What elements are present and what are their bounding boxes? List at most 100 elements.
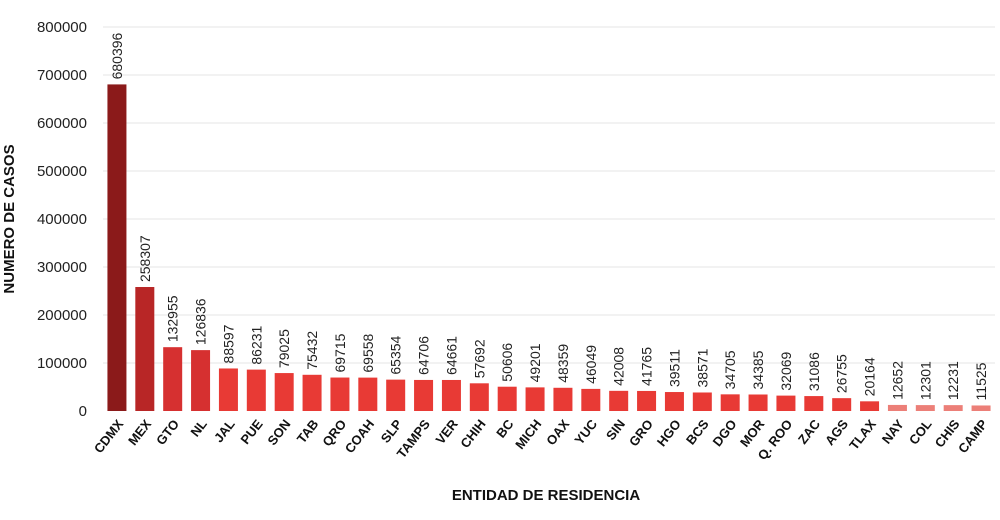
- x-tick-label: MEX: [125, 416, 154, 448]
- bar-hgo: [664, 392, 684, 411]
- value-label: 79025: [276, 329, 292, 368]
- value-label: 26755: [834, 354, 850, 393]
- y-tick-label: 0: [79, 403, 87, 420]
- x-tick-label: CAMP: [955, 416, 991, 456]
- bar-qro: [330, 377, 350, 411]
- x-tick-label: HGO: [654, 417, 684, 450]
- bar-mex: [135, 287, 155, 411]
- value-label: 88597: [220, 324, 236, 363]
- x-tick-label: CHIH: [457, 417, 488, 451]
- value-label: 48359: [555, 344, 571, 383]
- x-tick-label: COAH: [342, 417, 377, 456]
- value-label: 64661: [443, 336, 459, 375]
- bar-tamps: [414, 379, 434, 411]
- bar-chis: [943, 405, 963, 411]
- x-tick-label: DGO: [709, 417, 739, 450]
- x-tick-label: YUC: [571, 416, 600, 447]
- x-tick-label: JAL: [211, 417, 238, 446]
- bar-gro: [637, 390, 657, 411]
- bar-nl: [191, 350, 211, 411]
- value-label: 50606: [499, 343, 515, 382]
- x-tick-label: COL: [906, 417, 935, 448]
- bar-cdmx: [107, 84, 127, 412]
- value-label: 42008: [611, 347, 627, 386]
- bar-chih: [469, 383, 489, 411]
- x-axis-title: ENTIDAD DE RESIDENCIA: [452, 487, 641, 504]
- bar-slp: [386, 379, 406, 411]
- bar-bc: [497, 386, 517, 411]
- value-label: 12231: [945, 361, 961, 400]
- x-tick-label: ZAC: [795, 416, 824, 447]
- bar-tab: [302, 374, 322, 411]
- y-axis-title: NUMERO DE CASOS: [1, 144, 18, 293]
- bar-mor: [748, 394, 768, 411]
- bar-nay: [887, 404, 907, 411]
- bar-dgo: [720, 394, 740, 411]
- value-label: 132955: [165, 295, 181, 342]
- value-label: 69715: [332, 333, 348, 372]
- bar-q-roo: [776, 395, 796, 411]
- x-tick-label: PUE: [237, 416, 265, 447]
- value-label: 680396: [109, 32, 125, 79]
- y-tick-label: 200000: [37, 307, 87, 324]
- x-tick-label: BC: [493, 416, 517, 441]
- value-label: 65354: [388, 335, 404, 374]
- x-tick-label: SIN: [603, 417, 628, 443]
- x-tick-label: TLAX: [846, 416, 879, 452]
- x-tick-label: GRO: [626, 417, 656, 450]
- value-label: 86231: [248, 325, 264, 364]
- value-label: 39511: [666, 349, 682, 387]
- value-label: 64706: [416, 336, 432, 375]
- bar-mich: [525, 387, 545, 411]
- grid: [103, 26, 995, 364]
- bars: [107, 84, 991, 412]
- bar-yuc: [581, 388, 601, 411]
- value-label: 126836: [193, 298, 209, 345]
- bar-oax: [553, 387, 573, 411]
- y-axis-ticks: 0 100000 200000 300000 400000 500000 600000 700…: [37, 19, 87, 420]
- y-tick-label: 700000: [37, 67, 87, 84]
- value-label: 34385: [750, 350, 766, 389]
- value-label: 34705: [722, 350, 738, 389]
- bar-bcs: [692, 392, 712, 411]
- x-tick-label: BCS: [683, 416, 712, 447]
- value-label: 38571: [694, 348, 710, 387]
- bar-zac: [804, 396, 824, 411]
- x-tick-label: GTO: [153, 417, 182, 448]
- y-tick-label: 600000: [37, 115, 87, 132]
- value-label: 11525: [973, 362, 989, 400]
- x-tick-label: MICH: [512, 417, 544, 452]
- x-tick-label: OAX: [543, 416, 572, 448]
- x-tick-label: SON: [264, 417, 293, 448]
- y-tick-label: 500000: [37, 163, 87, 180]
- value-label: 49201: [527, 343, 543, 382]
- value-label: 31086: [806, 352, 822, 391]
- value-label: 258307: [137, 235, 153, 282]
- bar-sin: [609, 390, 629, 411]
- value-label: 20164: [862, 357, 878, 396]
- value-label: 41765: [639, 347, 655, 386]
- x-tick-label: NL: [187, 417, 210, 440]
- x-tick-label: TAB: [294, 417, 322, 447]
- bar-jal: [218, 368, 238, 411]
- value-label: 57692: [471, 339, 487, 378]
- value-label: 12652: [889, 361, 905, 400]
- bar-son: [274, 373, 294, 411]
- bar-pue: [246, 369, 266, 411]
- y-tick-label: 800000: [37, 19, 87, 36]
- bar-col: [915, 405, 935, 411]
- bar-gto: [163, 347, 183, 411]
- value-labels: 680396 258307 132955 126836 88597 86231 79025 7…: [109, 32, 989, 400]
- value-label: 69558: [360, 333, 376, 372]
- bar-coah: [358, 377, 378, 411]
- bar-camp: [971, 405, 991, 411]
- bar-ver: [441, 379, 461, 411]
- x-tick-label: NAY: [879, 416, 907, 446]
- bar-tlax: [860, 401, 880, 411]
- value-label: 12301: [917, 361, 933, 400]
- value-label: 75432: [304, 331, 320, 370]
- x-tick-label: CDMX: [91, 416, 127, 456]
- value-label: 32069: [778, 351, 794, 390]
